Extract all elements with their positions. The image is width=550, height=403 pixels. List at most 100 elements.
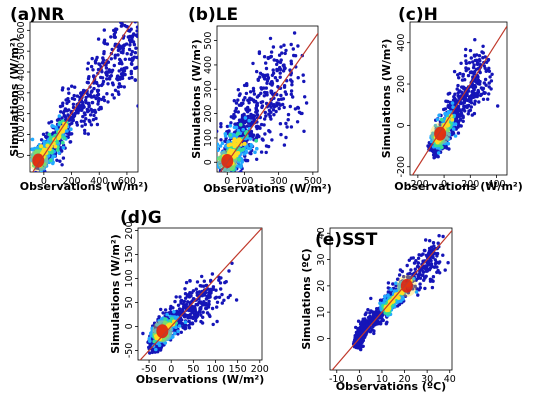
y-tick-label: 600 <box>16 21 27 39</box>
scatter-point <box>179 330 183 334</box>
scatter-point <box>134 46 138 50</box>
scatter-point <box>67 91 71 95</box>
scatter-point <box>250 122 254 126</box>
scatter-point <box>39 138 44 142</box>
scatter-point <box>282 105 286 110</box>
y-tick-label: 400 <box>16 63 27 81</box>
scatter-point <box>92 86 96 91</box>
scatter-point <box>486 57 491 62</box>
scatter-point <box>289 125 294 129</box>
scatter-point <box>303 95 307 99</box>
y-tick-label: -50 <box>124 343 135 359</box>
scatter-point <box>358 331 362 336</box>
scatter-point <box>437 234 441 238</box>
scatter-point <box>41 132 46 136</box>
scatter-point <box>246 105 250 110</box>
scatter-point <box>113 56 117 60</box>
scatter-point <box>251 86 256 91</box>
scatter-point <box>79 119 84 123</box>
scatter-point <box>416 293 420 297</box>
scatter-point <box>60 163 64 167</box>
y-tick-label: 200 <box>16 105 27 123</box>
density-point <box>215 174 219 178</box>
scatter-point <box>420 273 425 277</box>
scatter-point <box>174 295 178 299</box>
scatter-point <box>273 76 278 80</box>
scatter-point <box>268 36 273 41</box>
y-tick-label: 0 <box>124 323 135 329</box>
scatter-point <box>268 114 272 119</box>
scatter-point <box>219 287 223 291</box>
scatter-point <box>278 60 283 65</box>
density-point <box>451 105 455 109</box>
scatter-point <box>130 58 134 63</box>
density-point <box>446 128 451 133</box>
density-point <box>253 150 257 155</box>
scatter-point <box>301 73 305 77</box>
scatter-point <box>109 35 113 39</box>
scatter-point <box>361 324 366 328</box>
scatter-point <box>85 67 90 71</box>
scatter-point <box>96 99 101 103</box>
scatter-point <box>71 105 76 110</box>
density-point <box>30 147 35 152</box>
scatter-points <box>331 230 452 370</box>
density-point <box>169 335 173 340</box>
density-point <box>383 294 387 299</box>
scatter-point <box>274 109 278 114</box>
scatter-point <box>490 72 494 77</box>
scatter-point <box>106 82 110 86</box>
scatter-point <box>458 117 463 122</box>
scatter-point <box>461 115 465 120</box>
scatter-point <box>239 118 244 122</box>
density-point <box>222 150 226 154</box>
scatter-point <box>461 85 466 90</box>
scatter-point <box>72 93 76 98</box>
scatter-point <box>264 86 268 90</box>
density-point <box>238 122 243 127</box>
scatter-point <box>254 106 258 111</box>
scatter-point <box>263 110 267 115</box>
density-point <box>226 143 231 148</box>
scatter-point <box>261 138 265 142</box>
one-to-one-line <box>412 25 507 175</box>
scatter-point <box>400 269 404 274</box>
scatter-point <box>148 33 151 36</box>
scatter-point <box>291 47 295 51</box>
density-point <box>154 347 158 352</box>
density-point <box>244 150 248 155</box>
scatter-point <box>464 68 468 73</box>
scatter-point <box>147 43 150 46</box>
y-axis-label: Simulations (W/m²) <box>190 39 203 158</box>
scatter-point <box>264 114 268 118</box>
x-tick-label: 0 <box>224 176 230 187</box>
scatter-point <box>127 57 132 61</box>
scatter-point <box>227 269 231 273</box>
scatter-point <box>195 315 199 319</box>
scatter-point <box>378 298 383 303</box>
y-tick-label: 300 <box>203 80 214 98</box>
scatter-point <box>424 238 428 242</box>
density-point <box>49 150 54 155</box>
scatter-point <box>279 45 283 49</box>
scatter-point <box>87 118 91 123</box>
density-point <box>435 140 440 145</box>
scatter-point <box>217 295 222 299</box>
scatter-point <box>254 110 258 114</box>
scatter-point <box>77 104 81 109</box>
scatter-point <box>265 91 269 95</box>
scatter-point <box>224 280 228 284</box>
scatter-point <box>70 132 74 136</box>
scatter-point <box>163 308 168 312</box>
density-point <box>447 132 452 137</box>
scatter-point <box>177 307 182 311</box>
density-point <box>242 141 247 146</box>
scatter-point <box>427 246 432 251</box>
scatter-point <box>270 81 275 86</box>
scatter-point <box>57 117 61 121</box>
scatter-point <box>215 300 220 304</box>
scatter-point <box>472 86 476 91</box>
density-point <box>63 125 68 130</box>
density-point <box>69 127 73 131</box>
scatter-point <box>201 315 205 319</box>
